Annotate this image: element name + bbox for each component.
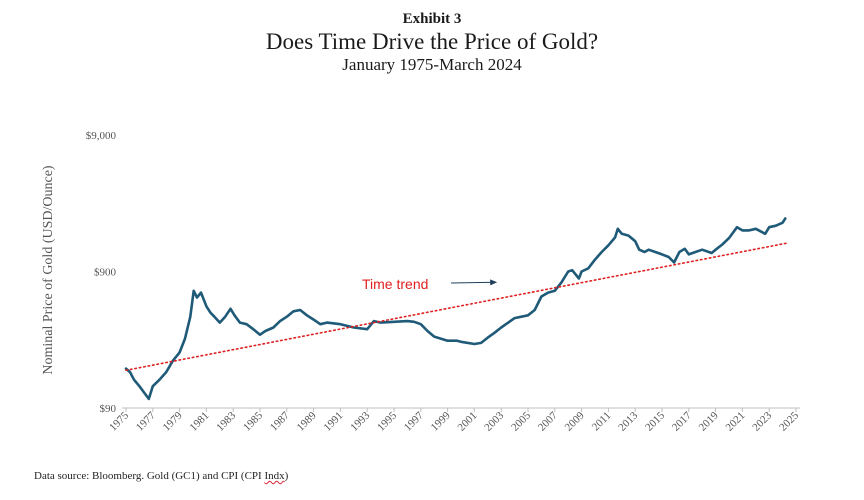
time-trend-annotation: Time trend: [362, 276, 428, 292]
source-suffix: ): [284, 470, 289, 482]
x-tick-label: 1993: [348, 409, 372, 433]
exhibit-label: Exhibit 3: [402, 11, 462, 27]
x-tick-label: 2017: [670, 409, 694, 433]
x-tick-label: 2025: [777, 409, 801, 433]
y-axis-label: Nominal Price of Gold (USD/Ounce): [41, 165, 56, 375]
x-tick-label: 1999: [429, 409, 453, 433]
annotations-group: Time trend: [362, 276, 498, 292]
x-tick-label: 1991: [321, 410, 345, 434]
x-tick-label: 2009: [563, 409, 587, 433]
y-axis-ticks: $90 $900 $9,000: [86, 130, 117, 415]
x-tick-label: 2015: [643, 409, 667, 433]
x-tick-label: 1987: [268, 409, 292, 433]
x-tick-label: 2003: [482, 409, 506, 433]
x-tick-label: 2007: [536, 409, 560, 433]
source-squiggle-text: Indx: [264, 470, 285, 482]
x-tick-label: 2013: [616, 409, 640, 433]
y-tick-label: $900: [94, 267, 117, 279]
x-tick-label: 1981: [187, 410, 211, 434]
x-tick-label: 1985: [241, 409, 265, 433]
x-tick-label: 1995: [375, 409, 399, 433]
time-trend-line: [125, 242, 788, 372]
chart-subtitle: January 1975-March 2024: [342, 55, 522, 74]
annotation-arrow-line: [450, 281, 496, 284]
series-group: [124, 217, 788, 401]
x-tick-label: 2001: [455, 410, 479, 434]
x-tick-label: 1997: [402, 409, 426, 433]
x-tick-label: 2011: [590, 410, 614, 434]
data-source-note: Data source: Bloomberg. Gold (GC1) and C…: [34, 470, 288, 482]
gold-price-line: [124, 217, 787, 401]
chart-title: Does Time Drive the Price of Gold?: [265, 29, 599, 54]
x-tick-label: 1977: [134, 409, 158, 433]
annotation-arrow-head: [490, 279, 498, 286]
x-tick-label: 2021: [723, 410, 747, 434]
source-text: Data source: Bloomberg. Gold (GC1) and C…: [34, 470, 265, 482]
x-tick-label: 1989: [295, 409, 319, 433]
chart-header: Exhibit 3 Does Time Drive the Price of G…: [0, 10, 864, 75]
x-axis-ticks: 1975 1977 1979 1981 1983 1985 1987 1989 1991 1993…: [107, 408, 801, 434]
x-tick-label: 2005: [509, 409, 533, 433]
x-tick-label: 2019: [697, 409, 721, 433]
y-tick-label: $9,000: [86, 130, 117, 142]
y-tick-label: $90: [100, 403, 117, 415]
x-tick-label: 1983: [214, 409, 238, 433]
x-tick-label: 2023: [750, 409, 774, 433]
x-tick-label: 1979: [161, 409, 185, 433]
